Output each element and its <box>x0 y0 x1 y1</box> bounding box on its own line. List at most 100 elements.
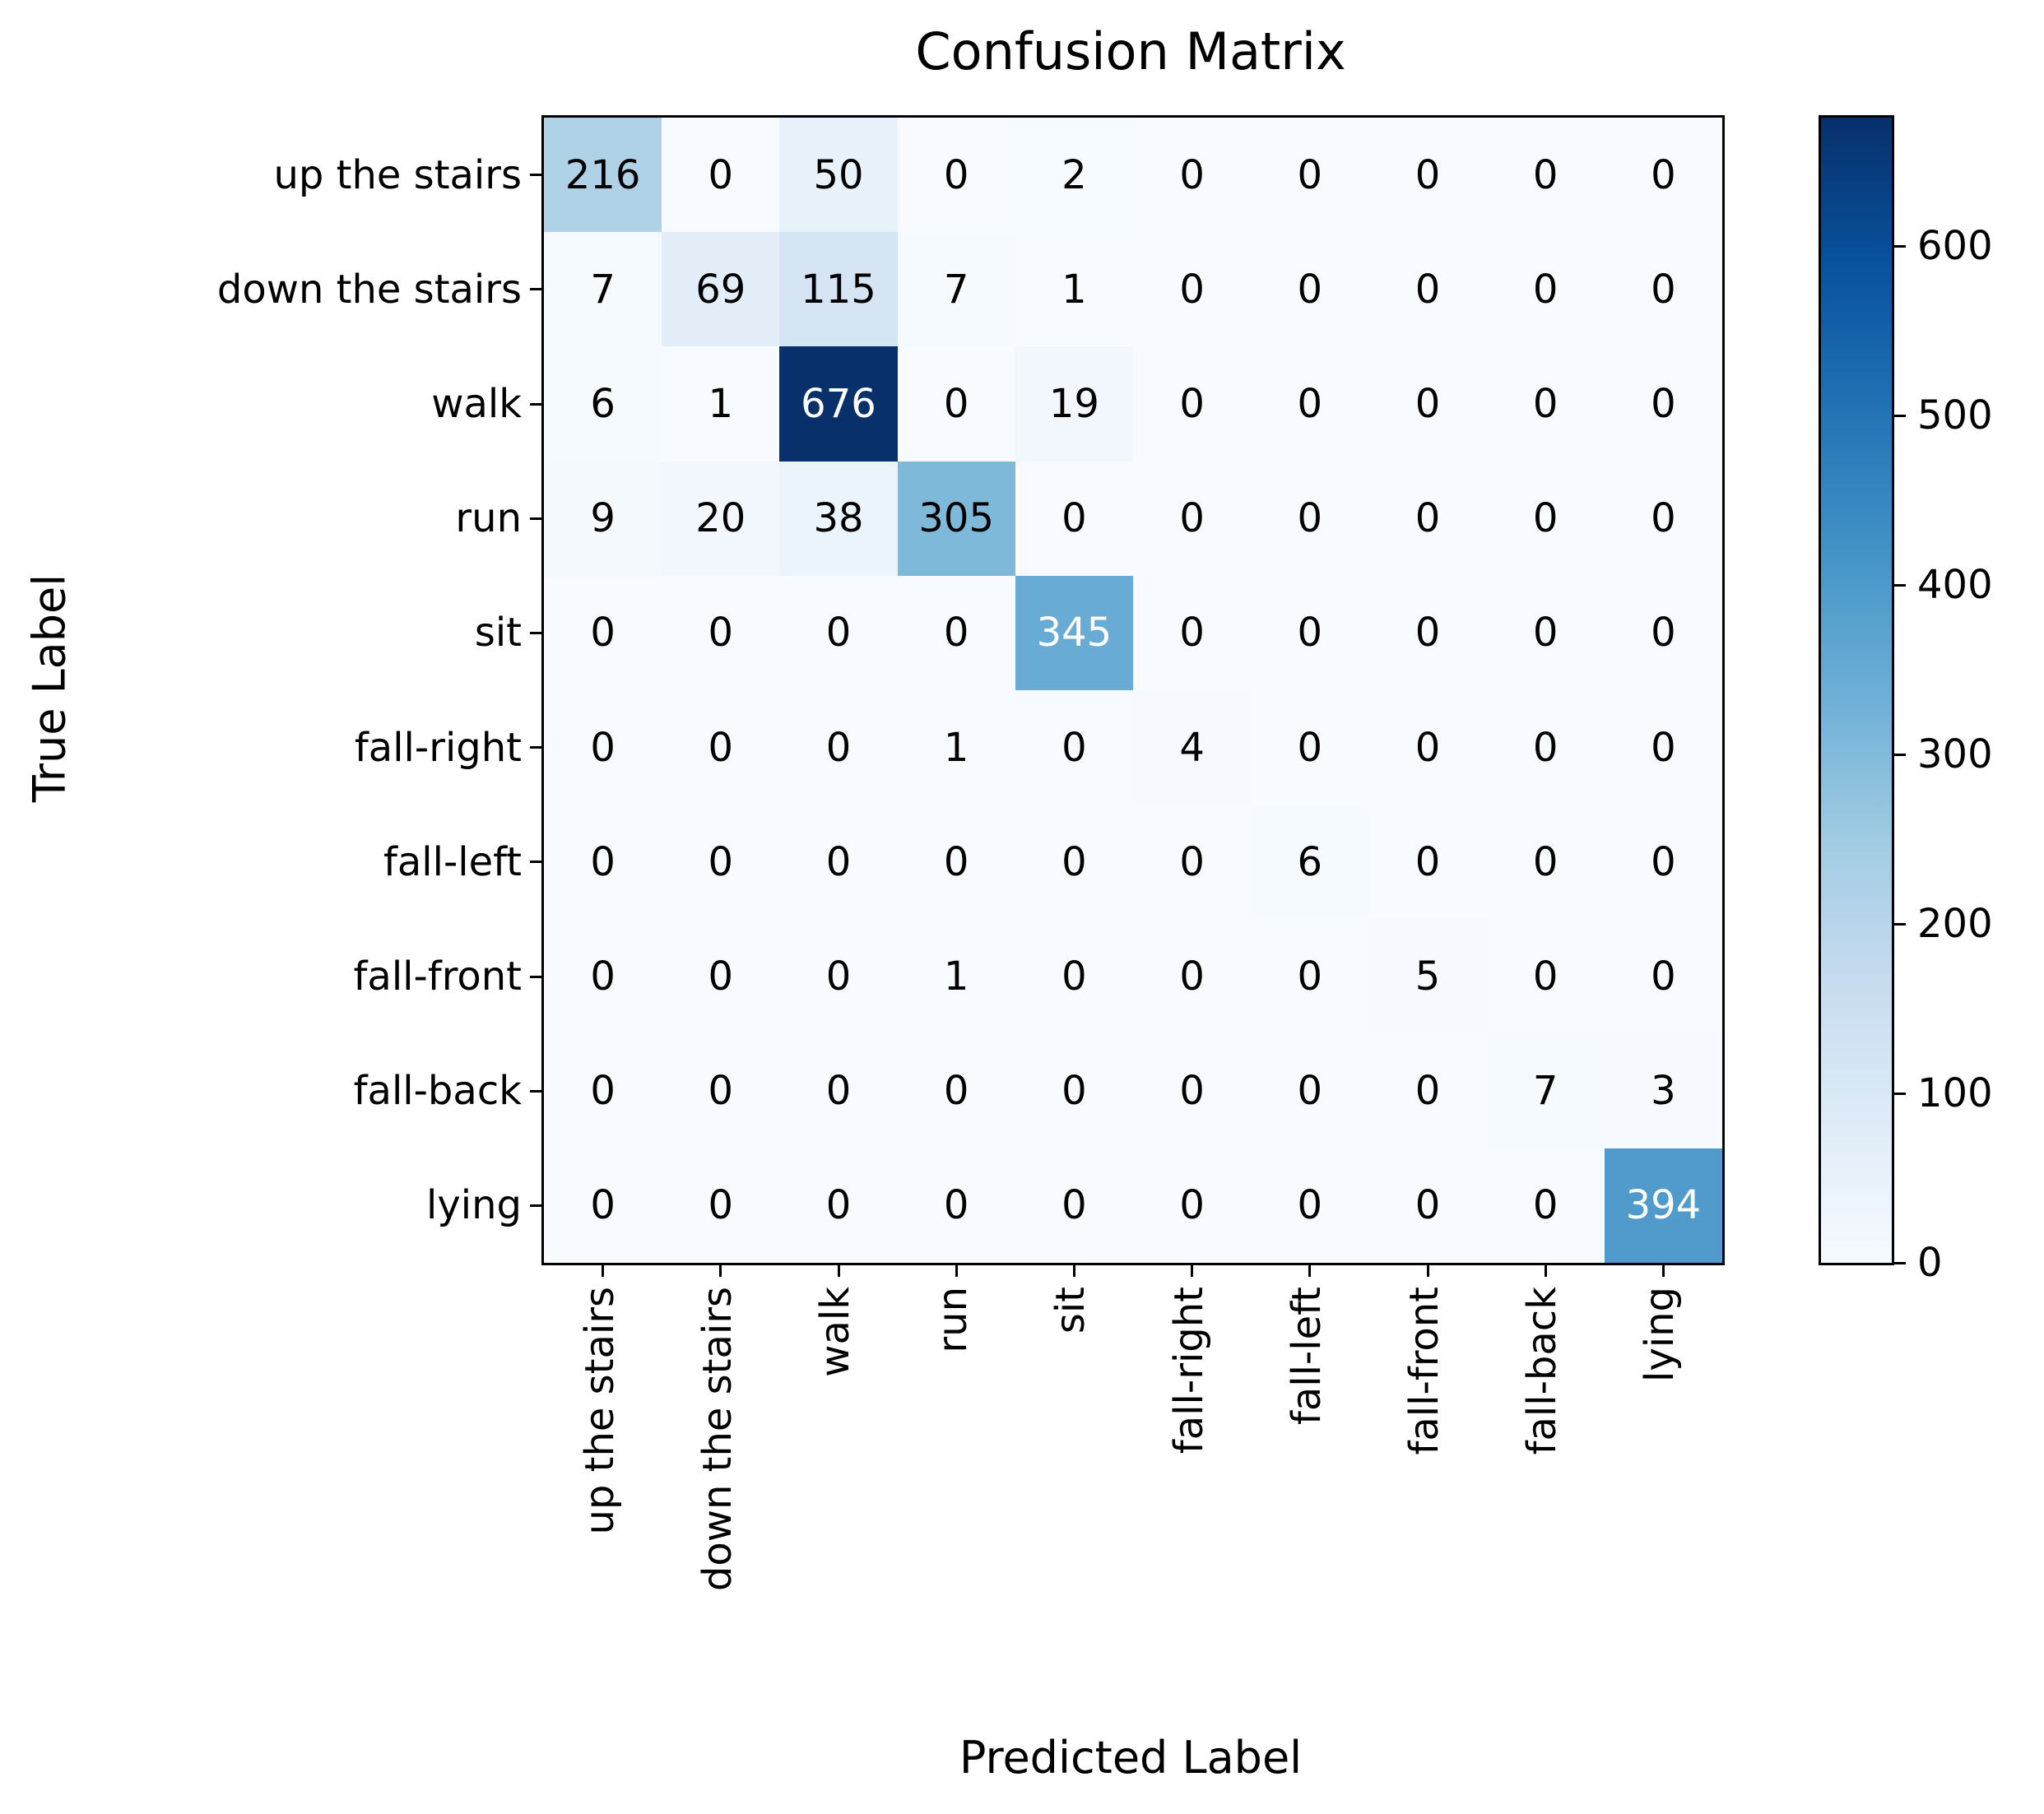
tick-mark <box>955 1265 958 1277</box>
heatmap-cell: 0 <box>1486 689 1605 805</box>
heatmap-cell: 0 <box>897 118 1015 233</box>
heatmap-cell: 0 <box>1368 575 1487 690</box>
tick-mark <box>1894 414 1906 417</box>
tick-mark <box>530 402 541 406</box>
heatmap-cell: 0 <box>1015 1148 1133 1263</box>
heatmap-cell: 0 <box>1604 118 1722 233</box>
y-tick-label: up the stairs <box>273 151 523 198</box>
heatmap-cell: 0 <box>1132 118 1252 233</box>
heatmap-cell: 20 <box>662 461 780 576</box>
y-tick-label: fall-front <box>353 953 523 1000</box>
heatmap-cell: 5 <box>1368 919 1487 1034</box>
heatmap-cell: 19 <box>1015 346 1133 462</box>
heatmap-cell: 0 <box>544 575 662 690</box>
heatmap-cell: 0 <box>1251 689 1369 805</box>
heatmap-axes: 216 0 50 0 2 0 0 0 0 0 7 69 115 7 1 0 0 0 0 0 6 1 676 0 19 0 0 0 0 0 9… <box>541 115 1725 1265</box>
heatmap-cell: 0 <box>1486 1148 1605 1263</box>
y-tick-label: down the stairs <box>216 266 522 313</box>
heatmap-cell: 1 <box>897 689 1015 805</box>
heatmap-cell: 0 <box>1132 232 1252 347</box>
colorbar-tick-label: 100 <box>1917 1070 1993 1117</box>
heatmap-cell: 0 <box>1251 232 1369 347</box>
heatmap-cell: 0 <box>1604 232 1722 347</box>
heatmap-cell: 0 <box>1368 461 1487 576</box>
x-tick-label: up the stairs <box>576 1287 623 1535</box>
tick-mark <box>602 1265 605 1277</box>
heatmap-cell: 1 <box>662 346 780 462</box>
heatmap-cell: 0 <box>1368 1033 1487 1148</box>
tick-mark <box>530 517 541 520</box>
heatmap-cell: 0 <box>662 689 780 805</box>
tick-mark <box>530 1089 541 1093</box>
heatmap-cell: 305 <box>897 461 1015 576</box>
heatmap-cell: 0 <box>1604 689 1722 805</box>
heatmap-cell: 0 <box>1132 805 1252 920</box>
heatmap-cell: 0 <box>1604 805 1722 920</box>
x-tick-label: fall-front <box>1401 1287 1447 1455</box>
x-tick-label: sit <box>1048 1287 1094 1334</box>
colorbar-tick-label: 600 <box>1917 223 1993 270</box>
heatmap-cell: 0 <box>1251 919 1369 1034</box>
colorbar-tick-label: 400 <box>1917 562 1993 609</box>
heatmap-cell: 6 <box>1251 805 1369 920</box>
heatmap-cell: 0 <box>897 1148 1015 1263</box>
heatmap-cell: 394 <box>1604 1148 1722 1263</box>
heatmap-cell: 4 <box>1132 689 1252 805</box>
tick-mark <box>1894 1261 1906 1264</box>
heatmap-cell: 0 <box>1015 1033 1133 1148</box>
heatmap-cell: 0 <box>1132 461 1252 576</box>
heatmap-cell: 69 <box>662 232 780 347</box>
x-tick-label: fall-back <box>1519 1287 1566 1455</box>
tick-mark <box>530 861 541 864</box>
tick-mark <box>837 1265 840 1277</box>
tick-mark <box>530 174 541 177</box>
heatmap-cell: 0 <box>1604 919 1722 1034</box>
heatmap-cell: 0 <box>544 805 662 920</box>
heatmap-cell: 0 <box>662 1148 780 1263</box>
heatmap-cell: 0 <box>1368 232 1487 347</box>
heatmap-cell: 0 <box>662 919 780 1034</box>
y-tick-label: fall-back <box>353 1068 522 1115</box>
tick-mark <box>530 1204 541 1207</box>
heatmap-cell: 50 <box>779 118 898 233</box>
heatmap-cell: 0 <box>1368 805 1487 920</box>
heatmap-cell: 7 <box>544 232 662 347</box>
heatmap-cell: 0 <box>1604 461 1722 576</box>
colorbar <box>1819 115 1894 1265</box>
tick-mark <box>1308 1265 1312 1277</box>
tick-mark <box>530 975 541 978</box>
heatmap-cell: 0 <box>1015 461 1133 576</box>
tick-mark <box>530 631 541 634</box>
heatmap-cell: 0 <box>662 805 780 920</box>
tick-mark <box>1894 244 1906 248</box>
heatmap-cell: 0 <box>1368 1148 1487 1263</box>
heatmap-cell: 0 <box>1368 118 1487 233</box>
heatmap-cell: 0 <box>1604 575 1722 690</box>
tick-mark <box>530 746 541 749</box>
y-tick-label: walk <box>431 381 522 427</box>
tick-mark <box>530 288 541 291</box>
heatmap-cell: 0 <box>1132 1033 1252 1148</box>
tick-mark <box>1544 1265 1547 1277</box>
colorbar-tick-label: 200 <box>1917 901 1993 948</box>
heatmap-cell: 0 <box>1015 689 1133 805</box>
heatmap-cell: 0 <box>1132 1148 1252 1263</box>
heatmap-cell: 0 <box>897 346 1015 462</box>
heatmap-cell: 0 <box>544 1033 662 1148</box>
heatmap-cell: 0 <box>779 1033 898 1148</box>
heatmap-cell: 0 <box>1486 805 1605 920</box>
heatmap-cell: 0 <box>662 1033 780 1148</box>
heatmap-cell: 0 <box>1251 346 1369 462</box>
heatmap-cell: 115 <box>779 232 898 347</box>
colorbar-tick-label: 500 <box>1917 392 1993 439</box>
heatmap-cell: 0 <box>1368 346 1487 462</box>
heatmap-cell: 0 <box>1251 1033 1369 1148</box>
colorbar-tick-label: 0 <box>1917 1240 1943 1286</box>
heatmap-cell: 1 <box>897 919 1015 1034</box>
heatmap-cell: 0 <box>544 689 662 805</box>
heatmap-cell: 0 <box>1486 575 1605 690</box>
heatmap-cell: 9 <box>544 461 662 576</box>
heatmap-cell: 0 <box>662 118 780 233</box>
heatmap-cell: 0 <box>779 805 898 920</box>
heatmap-cell: 0 <box>1015 919 1133 1034</box>
